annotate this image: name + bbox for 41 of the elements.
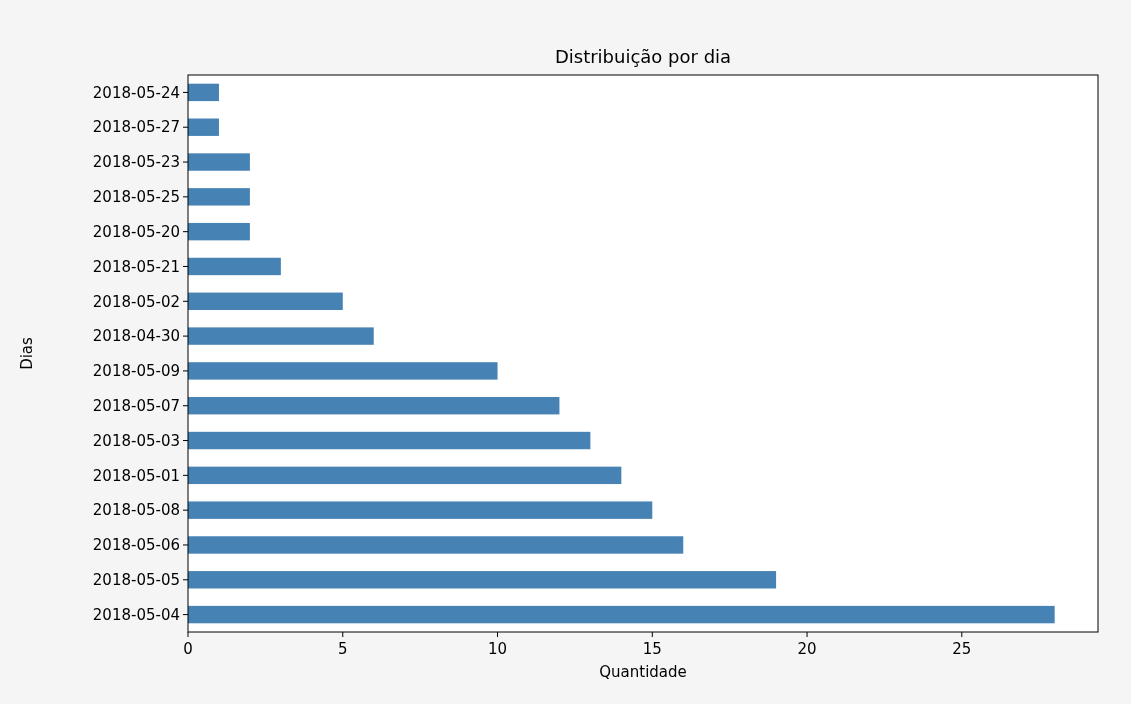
bar [188, 118, 219, 136]
x-tick-label: 0 [183, 640, 193, 658]
bar [188, 536, 684, 554]
x-axis-title: Quantidade [599, 663, 687, 681]
y-tick-label: 2018-05-01 [92, 466, 180, 485]
bar [188, 362, 498, 380]
y-tick-label: 2018-05-05 [92, 571, 180, 590]
bar [188, 501, 653, 519]
x-tick-label: 10 [487, 640, 508, 658]
y-tick-label: 2018-05-20 [92, 222, 180, 241]
bar [188, 292, 343, 310]
bar [188, 605, 1055, 624]
y-tick-label: 2018-05-09 [92, 362, 180, 381]
y-tick-label: 2018-05-02 [92, 292, 180, 311]
x-tick-label: 5 [337, 640, 348, 658]
y-tick-label: 2018-05-25 [92, 188, 180, 207]
bar [188, 431, 591, 450]
bar [188, 222, 250, 241]
x-tick-label: 25 [952, 640, 972, 658]
bar [188, 327, 374, 345]
y-tick-label: 2018-05-21 [92, 257, 180, 276]
y-tick-label: 2018-05-08 [92, 501, 180, 520]
y-tick-label: 2018-05-06 [92, 536, 180, 555]
bar [188, 571, 777, 589]
y-tick-label: 2018-05-07 [92, 396, 180, 415]
y-tick-label: 2018-04-30 [92, 327, 180, 346]
bar [188, 257, 281, 276]
y-axis-title: Dias [18, 336, 36, 370]
bar [188, 83, 219, 102]
bar [188, 466, 622, 485]
y-tick-label: 2018-05-23 [92, 153, 180, 172]
x-tick-label: 15 [642, 640, 662, 658]
y-tick-label: 2018-05-27 [92, 118, 180, 137]
y-tick-label: 2018-05-03 [92, 431, 180, 450]
y-tick-label: 2018-05-24 [92, 83, 180, 102]
x-tick-label: 20 [797, 640, 817, 658]
bar [188, 188, 250, 206]
y-tick-label: 2018-05-04 [92, 605, 180, 624]
bar [188, 153, 250, 171]
chart-title: Distribuição por dia [554, 46, 732, 67]
bar [188, 397, 560, 415]
